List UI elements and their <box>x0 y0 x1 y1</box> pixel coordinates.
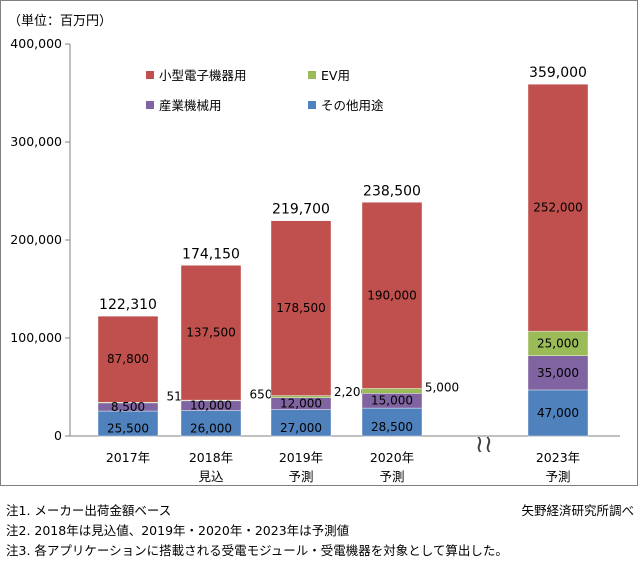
source-label: 矢野経済研究所調べ <box>521 503 634 518</box>
y-tick-label: 100,000 <box>10 330 62 345</box>
x-category-label: 2017年 <box>106 450 150 465</box>
bar-segment <box>527 83 589 332</box>
data-label-industrial: 12,000 <box>280 397 322 411</box>
data-label-other: 47,000 <box>537 406 579 420</box>
legend-swatch <box>146 71 154 79</box>
y-tick-label: 400,000 <box>10 36 62 51</box>
bar-segment <box>361 388 423 394</box>
data-label-ev: 650 <box>250 388 273 402</box>
total-label: 219,700 <box>272 202 330 218</box>
legend-label: その他用途 <box>321 98 384 113</box>
x-category-label: 2018年 <box>189 450 233 465</box>
total-label: 238,500 <box>363 183 421 199</box>
x-category-sublabel: 予測 <box>379 469 404 484</box>
data-label-small-devices: 87,800 <box>107 352 149 366</box>
x-category-sublabel: 見込 <box>198 469 224 484</box>
bar-segment <box>270 220 332 396</box>
legend-label: EV用 <box>321 68 350 83</box>
data-label-industrial: 10,000 <box>190 399 232 413</box>
bar-segment <box>361 407 423 437</box>
x-category-label: 2019年 <box>279 450 323 465</box>
bar-segment <box>97 315 159 403</box>
total-label: 359,000 <box>529 65 587 81</box>
legend-swatch <box>146 101 154 109</box>
data-label-small-devices: 178,500 <box>276 301 326 315</box>
data-label-other: 28,500 <box>371 420 413 434</box>
data-label-small-devices: 137,500 <box>186 326 236 340</box>
bar-segment <box>527 389 589 437</box>
stacked-bar-chart: 0 100,000 200,000 300,000 400,000 25,500 8,500… <box>10 36 620 484</box>
data-label-ev: 2,200 <box>334 385 368 399</box>
y-tick-label: 0 <box>54 428 62 443</box>
legend-swatch <box>308 71 316 79</box>
bar-segment <box>527 355 589 391</box>
data-label-other: 26,000 <box>190 421 232 435</box>
x-category-sublabel: 予測 <box>545 469 570 484</box>
data-label-ev: 5,000 <box>425 380 459 394</box>
data-label-industrial: 35,000 <box>537 366 579 380</box>
total-label: 122,310 <box>99 297 157 313</box>
note-2: 注2. 2018年は見込値、2019年・2020年・2023年は予測値 <box>6 523 350 538</box>
legend-swatch <box>308 101 316 109</box>
bar-segment <box>527 330 589 356</box>
x-category-sublabel: 予測 <box>288 469 313 484</box>
unit-label: （単位：百万円） <box>8 14 113 29</box>
y-tick-label: 300,000 <box>10 134 62 149</box>
axis-break-marker: ≀≀ <box>475 430 493 458</box>
data-label-ev: 25,000 <box>537 336 579 350</box>
note-3: 注3. 各アプリケーションに搭載される受電モジュール・受電機器を対象として算出し… <box>6 543 508 558</box>
total-label: 174,150 <box>182 246 240 262</box>
legend-label: 産業機械用 <box>159 98 222 113</box>
bar-segment <box>180 265 242 401</box>
data-label-industrial: 15,000 <box>371 394 413 408</box>
x-category-label: 2020年 <box>370 450 414 465</box>
legend-label: 小型電子機器用 <box>159 68 247 83</box>
data-label-other: 25,500 <box>107 422 149 436</box>
data-label-small-devices: 252,000 <box>533 201 583 215</box>
y-tick-label: 200,000 <box>10 232 62 247</box>
bar-segment <box>270 409 332 437</box>
data-label-industrial: 8,500 <box>111 400 145 414</box>
x-category-label: 2023年 <box>536 450 580 465</box>
data-label-small-devices: 190,000 <box>367 288 417 302</box>
bar-segment <box>361 202 423 389</box>
data-label-other: 27,000 <box>280 421 322 435</box>
note-1: 注1. メーカー出荷金額ベース <box>6 503 172 518</box>
bar-segment <box>180 410 242 437</box>
chart-frame <box>0 0 638 486</box>
